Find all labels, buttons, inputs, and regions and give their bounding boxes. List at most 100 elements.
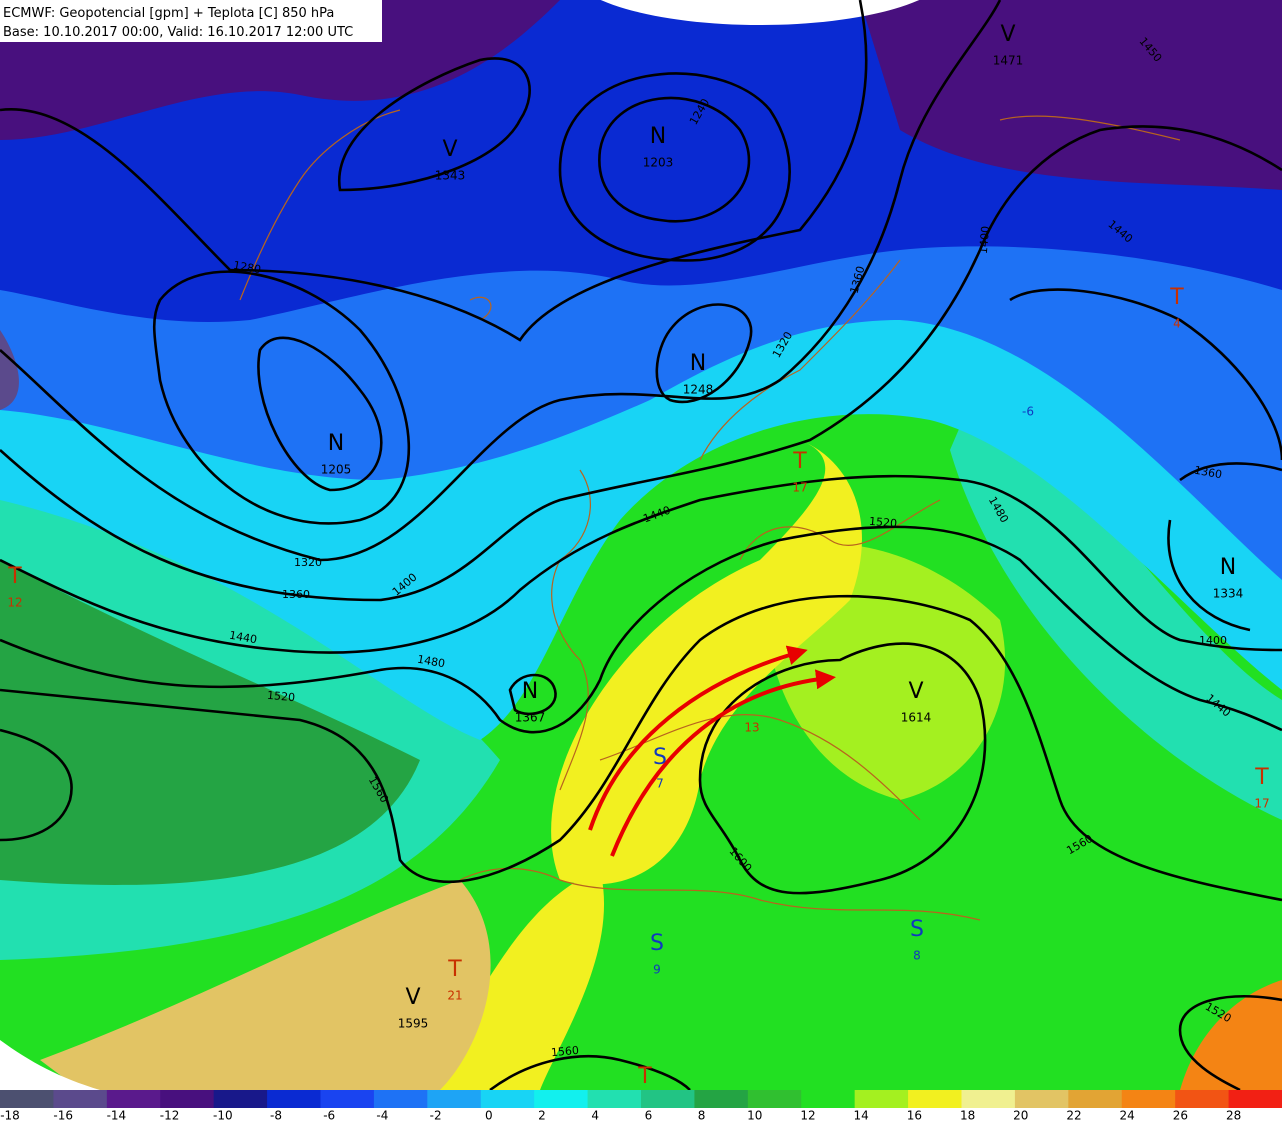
header-box xyxy=(0,0,382,42)
center-value: 1334 xyxy=(1213,587,1244,601)
contour-line xyxy=(0,594,1282,902)
contour-line xyxy=(0,0,1002,562)
contour-line xyxy=(0,728,73,842)
colorbar-label: 24 xyxy=(1120,1109,1135,1123)
colorbar-label: 18 xyxy=(960,1109,975,1123)
contour-label: 1520 xyxy=(267,689,296,704)
contour-label: 1520 xyxy=(869,515,898,530)
colorbar-swatch xyxy=(854,1090,909,1108)
temperature-field xyxy=(0,0,1282,1090)
colorbar-label: -18 xyxy=(0,1109,20,1123)
contour-line xyxy=(0,125,1282,602)
colorbar-label: 10 xyxy=(747,1109,762,1123)
contour-line xyxy=(1009,288,1282,632)
colorbar-swatch xyxy=(106,1090,161,1108)
center-letter: N xyxy=(522,679,538,704)
temperature-area xyxy=(860,0,1282,190)
colorbar-swatch xyxy=(480,1090,535,1108)
contour-line xyxy=(508,673,557,716)
center-value: 1343 xyxy=(435,169,466,183)
colorbar-swatch xyxy=(641,1090,695,1108)
center-letter: S xyxy=(910,917,924,942)
center-letter: N xyxy=(328,431,344,456)
center-value: 1203 xyxy=(643,156,674,170)
temperature-area xyxy=(40,880,491,1090)
colorbar-label: -14 xyxy=(107,1109,127,1123)
colorbar-swatch xyxy=(53,1090,108,1108)
colorbar-label: -6 xyxy=(323,1109,335,1123)
colorbar-swatch xyxy=(267,1090,321,1108)
contour-label: 1440 xyxy=(228,629,258,647)
contour-label: 1360 xyxy=(282,588,310,601)
colorbar-swatch xyxy=(1121,1090,1176,1108)
center-value: 17 xyxy=(792,481,807,495)
center-value: 1248 xyxy=(683,383,714,397)
center-value: 1367 xyxy=(515,711,546,725)
center-value: -6 xyxy=(1022,405,1034,419)
contour-line xyxy=(0,0,868,342)
colorbar-swatch xyxy=(1228,1090,1282,1108)
contours xyxy=(0,0,1282,1092)
center-letter: T xyxy=(792,449,807,474)
colorbar-swatch xyxy=(0,1090,54,1108)
colorbar-label: -4 xyxy=(376,1109,388,1123)
contour-line xyxy=(257,336,383,492)
colorbar-swatch xyxy=(961,1090,1016,1108)
coastline xyxy=(239,109,1181,921)
header-subtitle: Base: 10.10.2017 00:00, Valid: 16.10.201… xyxy=(3,25,353,40)
center-value: 12 xyxy=(7,596,22,610)
center-letter: V xyxy=(1000,22,1015,47)
contour-label: 1360 xyxy=(1193,464,1223,482)
center-value: 21 xyxy=(447,989,462,1003)
colorbar-swatch xyxy=(1175,1090,1230,1108)
center-letter: V xyxy=(908,679,923,704)
contour-label: 1400 xyxy=(977,225,992,254)
header-title: ECMWF: Geopotencial [gpm] + Teplota [C] … xyxy=(3,6,334,21)
center-letter: T xyxy=(7,564,22,589)
colorbar-swatch xyxy=(801,1090,856,1108)
colorbar-swatch xyxy=(427,1090,482,1108)
temperature-area xyxy=(950,380,1282,820)
colorbar-swatch xyxy=(747,1090,802,1108)
center-value: 1205 xyxy=(321,463,352,477)
center-letter: T xyxy=(637,1064,652,1089)
flow-arrow xyxy=(610,669,836,857)
colorbar-swatch xyxy=(160,1090,215,1108)
colorbar-label: -12 xyxy=(160,1109,180,1123)
contour-line xyxy=(0,474,1282,654)
colorbar-label: 28 xyxy=(1226,1109,1241,1123)
colorbar-label: 4 xyxy=(591,1109,599,1123)
center-value: 17 xyxy=(1254,797,1269,811)
map-edge xyxy=(600,0,920,25)
center-letter: N xyxy=(690,351,706,376)
colorbar-label: 20 xyxy=(1013,1109,1028,1123)
coastlines xyxy=(239,109,1181,921)
colorbar-label: 22 xyxy=(1066,1109,1081,1123)
colorbar-swatch xyxy=(213,1090,268,1108)
temperature-area xyxy=(551,440,862,885)
contour-line xyxy=(337,57,531,192)
center-letter: T xyxy=(1254,765,1269,790)
colorbar-swatch xyxy=(587,1090,642,1108)
colorbar-label: 0 xyxy=(485,1109,493,1123)
contour-line xyxy=(152,270,411,525)
colorbar-label: 12 xyxy=(800,1109,815,1123)
center-value: 1595 xyxy=(398,1017,429,1031)
temperature-area xyxy=(1180,980,1282,1090)
flow-arrow xyxy=(588,645,808,831)
contour-line xyxy=(489,994,1282,1092)
colorbar-swatch xyxy=(373,1090,428,1108)
center-letter: S xyxy=(653,745,667,770)
center-value: 4 xyxy=(1173,317,1181,331)
center-value: 1614 xyxy=(901,711,932,725)
map-edge xyxy=(0,1040,100,1090)
colorbar-label: -8 xyxy=(270,1109,282,1123)
center-letter: T xyxy=(447,957,462,982)
temperature-area xyxy=(0,330,19,410)
center-letter: T xyxy=(1169,285,1184,310)
center-letter: V xyxy=(442,137,457,162)
center-value: 9 xyxy=(653,963,661,977)
colorbar-swatch xyxy=(1068,1090,1123,1108)
colorbar-swatch xyxy=(908,1090,962,1108)
colorbar-swatch xyxy=(1014,1090,1069,1108)
